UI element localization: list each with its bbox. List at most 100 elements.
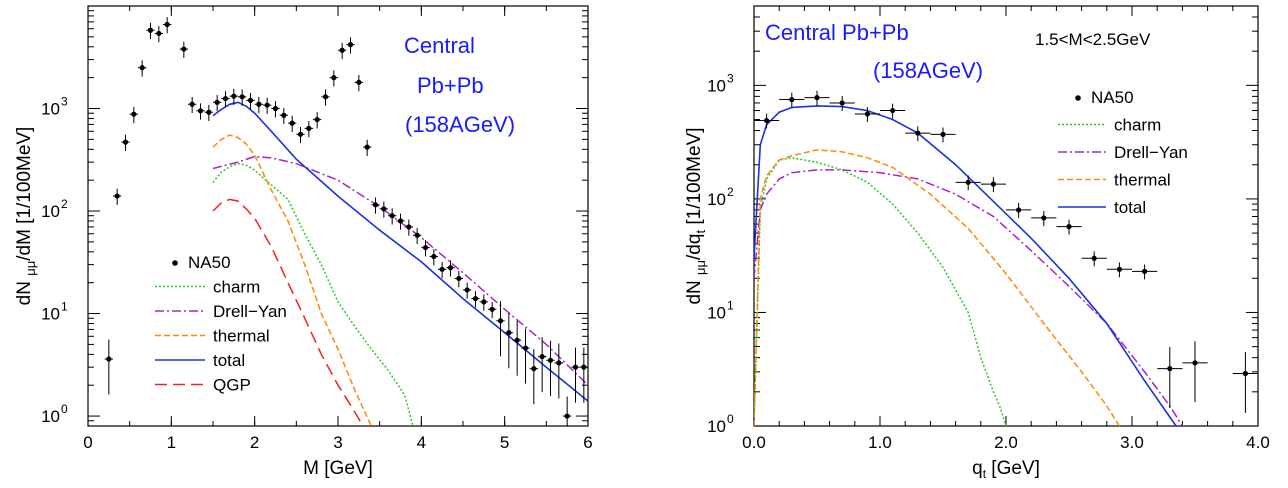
na50-data-point — [1056, 219, 1082, 235]
point-marker — [514, 337, 520, 343]
point-marker — [339, 47, 345, 53]
right-data-points — [754, 90, 1258, 413]
point-marker — [147, 27, 154, 33]
na50-data-point — [338, 42, 347, 60]
point-marker — [381, 206, 387, 212]
na50-data-point — [196, 103, 205, 120]
point-marker — [1016, 207, 1022, 213]
point-marker — [214, 99, 220, 105]
point-marker — [539, 354, 545, 360]
legend-label: Drell−Yan — [213, 302, 287, 321]
y-tick-label: 10 — [41, 100, 60, 119]
point-marker — [1066, 224, 1072, 230]
na50-data-point — [246, 93, 255, 110]
na50-data-point — [980, 177, 1006, 193]
na50-data-point — [513, 320, 522, 376]
point-marker — [231, 93, 237, 99]
na50-data-point — [496, 301, 505, 357]
point-marker — [472, 295, 479, 302]
x-tick-label: 3.0 — [1120, 433, 1144, 452]
point-marker — [456, 275, 462, 282]
na50-data-point — [905, 126, 931, 142]
na50-data-point — [529, 349, 538, 405]
na50-data-point — [288, 115, 297, 132]
na50-data-point — [579, 347, 588, 403]
y-tick-label: 10 — [41, 202, 60, 221]
na50-data-point — [346, 37, 355, 54]
na50-data-point — [379, 201, 388, 218]
na50-data-point — [388, 208, 397, 225]
na50-data-point — [504, 313, 513, 369]
na50-data-point — [421, 240, 430, 257]
na50-data-point — [104, 339, 113, 395]
na50-data-point — [329, 70, 338, 87]
na50-data-point — [446, 260, 455, 277]
na50-data-point — [1182, 341, 1208, 403]
y-axis-title-rest: /dq — [684, 234, 705, 260]
point-marker — [422, 244, 429, 251]
point-marker — [572, 364, 579, 370]
right-x-axis-title-main: q — [972, 458, 983, 479]
na50-data-point — [271, 101, 280, 118]
point-marker — [497, 318, 504, 324]
point-marker — [222, 95, 229, 102]
x-tick-label: 6 — [583, 433, 592, 452]
point-marker — [364, 144, 370, 150]
point-marker — [522, 345, 529, 351]
left-curves — [212, 101, 588, 426]
na50-data-point — [521, 328, 530, 384]
point-marker — [915, 130, 921, 136]
point-marker — [489, 306, 495, 312]
na50-data-point — [488, 301, 497, 319]
na50-data-point — [463, 282, 472, 299]
point-marker — [764, 117, 770, 124]
point-marker — [297, 131, 304, 137]
y-tick-exponent: 3 — [61, 95, 68, 109]
y-tick-exponent: 0 — [727, 412, 734, 426]
point-marker — [864, 111, 871, 117]
point-marker — [122, 139, 129, 145]
x-tick-label: 0 — [83, 433, 92, 452]
na50-data-point — [121, 134, 130, 151]
na50-data-point — [238, 89, 247, 106]
svg-text:dN μμ/dM [1/100MeV]: dN μμ/dM [1/100MeV] — [14, 127, 38, 306]
left-y-axis-title-text: dN — [14, 281, 35, 305]
left-annotation-central: Central — [404, 33, 475, 58]
x-tick-label: 3 — [333, 433, 342, 452]
point-marker — [439, 266, 445, 272]
legend-label: charm — [1114, 116, 1161, 135]
point-marker — [106, 356, 112, 362]
na50-data-point — [438, 261, 447, 279]
legend-label: thermal — [213, 327, 270, 346]
na50-data-point — [471, 291, 480, 308]
curve-total — [754, 105, 1177, 426]
point-marker — [197, 108, 204, 114]
na50-data-point — [129, 106, 138, 124]
right-y-axis-title: dN μμ/dqt [1/100MeV] — [684, 127, 708, 304]
na50-data-point — [113, 188, 122, 205]
right-annotation-mass-range: 1.5<M<2.5GeV — [1035, 30, 1151, 49]
right-legend: NA50 charm Drell−Yan thermal total — [1058, 88, 1188, 217]
legend-label: Drell−Yan — [1114, 143, 1188, 162]
legend-label: charm — [213, 278, 260, 297]
na50-data-point — [429, 249, 438, 266]
na50-data-point — [354, 74, 363, 92]
legend-label: total — [1114, 198, 1146, 217]
point-marker — [1142, 268, 1148, 274]
right-x-axis-title-sub: t — [983, 467, 987, 481]
y-tick-exponent: 2 — [61, 197, 68, 211]
na50-data-point — [404, 219, 413, 236]
point-marker — [114, 193, 120, 199]
point-marker — [556, 360, 562, 366]
na50-data-point — [213, 94, 222, 112]
legend-marker-na50 — [172, 260, 178, 266]
na50-data-point — [779, 92, 805, 108]
na50-data-point — [179, 41, 188, 58]
na50-data-point — [371, 197, 380, 214]
legend-item: Drell−Yan — [155, 302, 287, 321]
left-x-axis-title: M [GeV] — [303, 458, 373, 479]
y-tick-exponent: 1 — [61, 300, 68, 314]
point-marker — [506, 330, 512, 336]
